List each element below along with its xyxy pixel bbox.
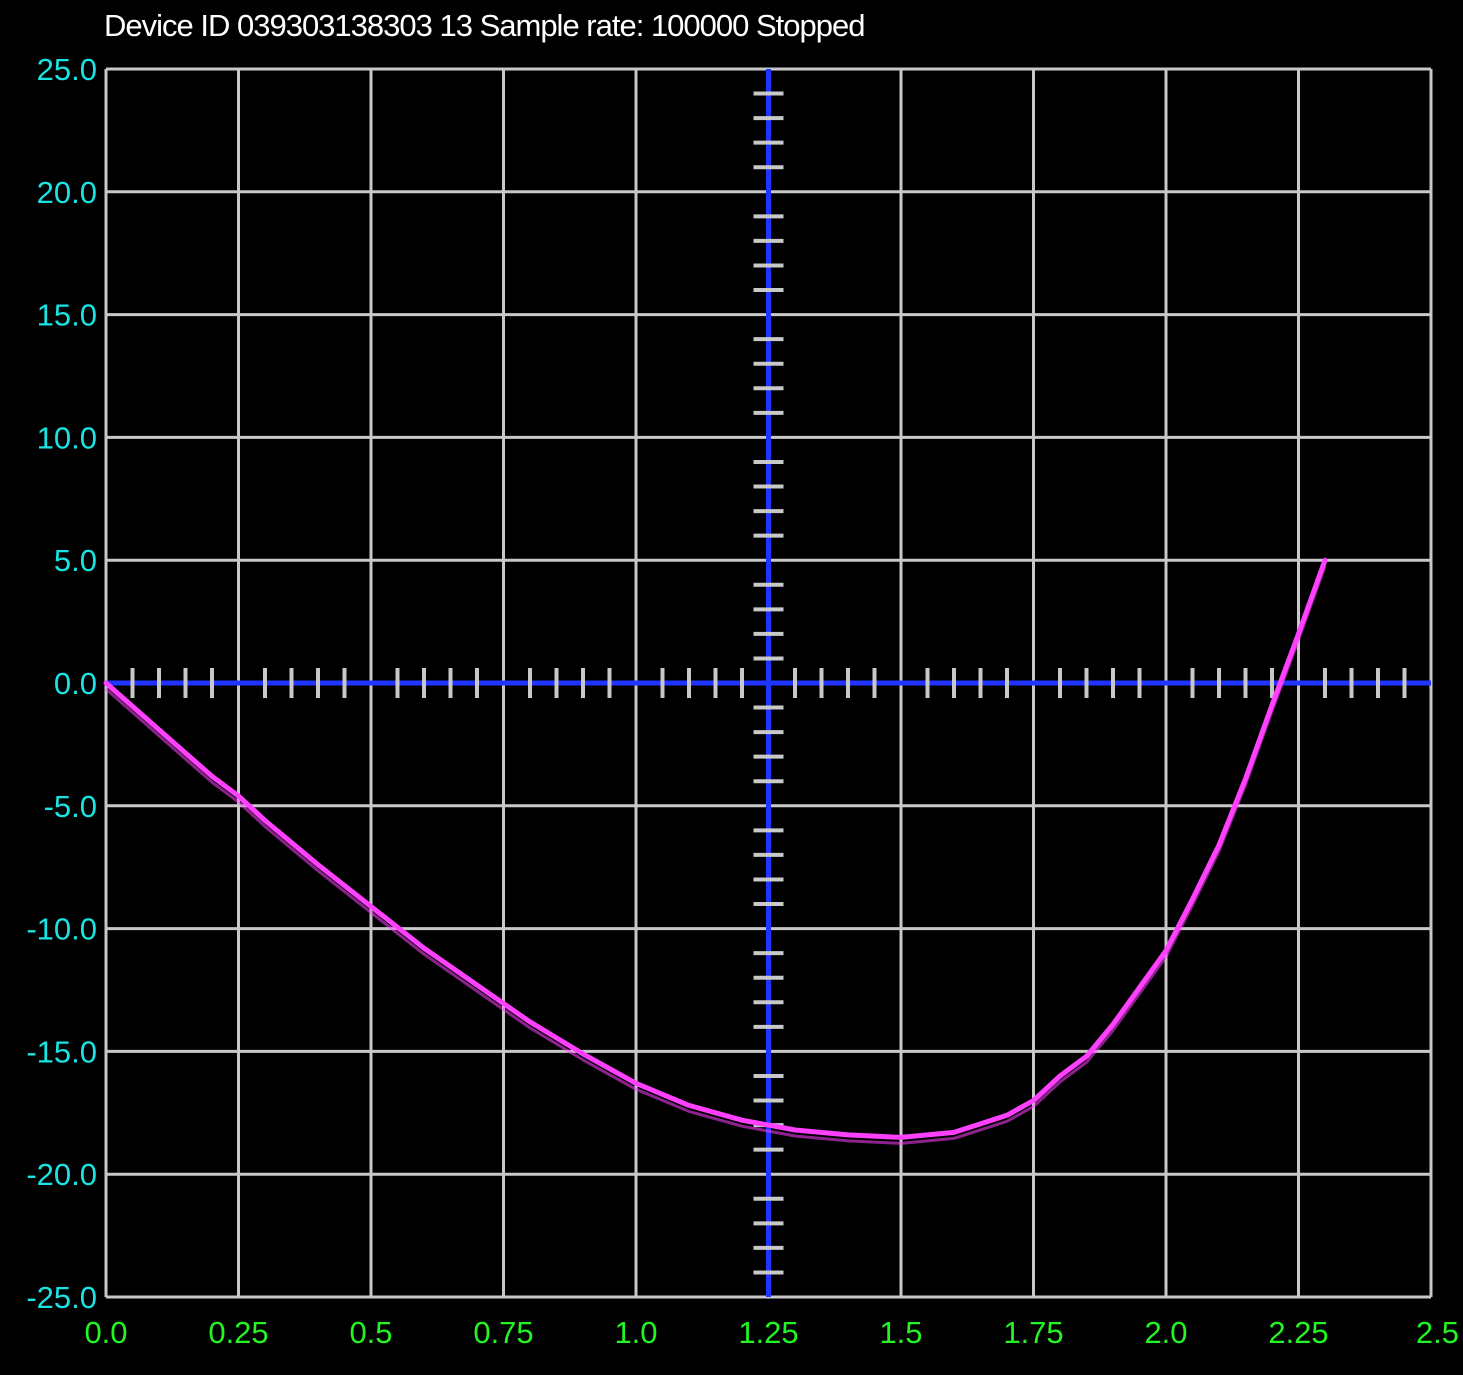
x-tick-label: 0.0 bbox=[84, 1315, 127, 1350]
x-tick-label: 2.0 bbox=[1144, 1315, 1187, 1350]
x-tick-label: 0.5 bbox=[349, 1315, 392, 1350]
x-tick-label: 0.75 bbox=[473, 1315, 533, 1350]
y-tick-label: -25.0 bbox=[26, 1280, 97, 1315]
x-tick-label: 2.5 bbox=[1416, 1315, 1459, 1350]
x-tick-label: 1.75 bbox=[1003, 1315, 1063, 1350]
x-tick-label: 1.0 bbox=[614, 1315, 657, 1350]
y-tick-label: -10.0 bbox=[26, 912, 97, 947]
x-tick-label: 1.25 bbox=[738, 1315, 798, 1350]
x-tick-label: 0.25 bbox=[208, 1315, 268, 1350]
y-tick-label: 20.0 bbox=[37, 175, 97, 210]
zero-axes bbox=[106, 69, 1431, 1297]
x-tick-label: 1.5 bbox=[879, 1315, 922, 1350]
y-tick-label: -5.0 bbox=[44, 789, 97, 824]
x-tick-labels: 0.0 0.25 0.5 0.75 1.0 1.25 1.5 1.75 2.0 2.25 2.5 bbox=[84, 1315, 1459, 1350]
y-tick-label: 5.0 bbox=[54, 543, 97, 578]
y-tick-label: 25.0 bbox=[37, 52, 97, 87]
status-title: Device ID 039303138303 13 Sample rate: 1… bbox=[104, 8, 865, 43]
trace bbox=[103, 557, 1328, 1145]
trace-line bbox=[103, 557, 1328, 1140]
y-tick-label: 15.0 bbox=[37, 298, 97, 333]
y-tick-label: 0.0 bbox=[54, 666, 97, 701]
y-tick-labels: 25.0 20.0 15.0 10.0 5.0 0.0 -5.0 -10.0 -15.0 -20.… bbox=[26, 52, 97, 1315]
y-tick-label: -15.0 bbox=[26, 1034, 97, 1069]
y-tick-label: -20.0 bbox=[26, 1157, 97, 1192]
y-tick-label: 10.0 bbox=[37, 420, 97, 455]
trace-line-echo bbox=[105, 565, 1327, 1145]
x-tick-label: 2.25 bbox=[1268, 1315, 1328, 1350]
